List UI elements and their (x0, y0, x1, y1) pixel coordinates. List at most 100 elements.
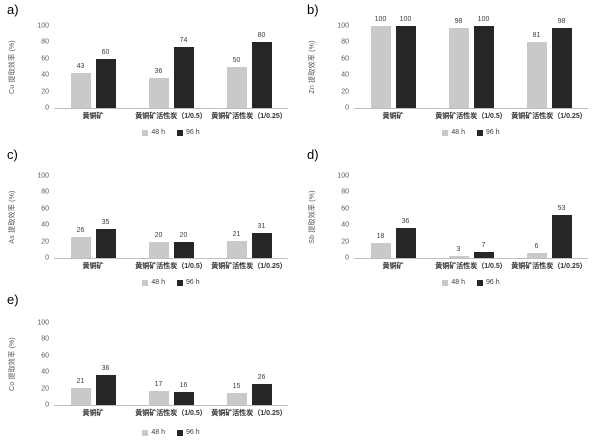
y-tick-label: 0 (345, 254, 349, 262)
panel-letter-b: b) (307, 2, 319, 17)
bar-group: 18 36 (354, 176, 432, 258)
x-axis-categories: 黄铜矿 黄铜矿活性炭（1/0.5） 黄铜矿活性炭（1/0.25） (54, 410, 288, 418)
bar-96h: 36 (395, 218, 416, 258)
x-axis-categories: 黄铜矿 黄铜矿活性炭（1/0.5） 黄铜矿活性炭（1/0.25） (354, 113, 588, 121)
legend-item: 48 h (442, 279, 465, 286)
y-tick-label: 40 (41, 71, 49, 79)
bar-value-label: 35 (101, 219, 110, 227)
bar-48h: 6 (526, 243, 547, 258)
y-tick-label: 40 (41, 221, 49, 229)
bar-value-label: 21 (232, 230, 241, 238)
legend-item: 48 h (442, 129, 465, 136)
bar-48h: 21 (70, 378, 91, 405)
bar-value-label: 31 (257, 222, 266, 230)
x-category-label: 黄铜矿活性炭（1/0.25） (511, 113, 587, 120)
x-category-label: 黄铜矿 (82, 263, 104, 270)
bar-value-label: 36 (401, 218, 410, 226)
panel-letter-a: a) (7, 2, 19, 17)
bar-48h: 36 (148, 68, 169, 108)
bar-group: 36 74 (132, 26, 210, 108)
bar-96h: 100 (395, 16, 416, 108)
y-tick-label: 20 (41, 385, 49, 393)
legend-label: 96 h (486, 129, 500, 137)
y-tick-label: 20 (341, 88, 349, 96)
y-tick-label: 80 (41, 335, 49, 343)
bar-48h: 98 (448, 18, 469, 108)
bar-value-label: 6 (534, 243, 539, 251)
y-tick-label: 40 (341, 221, 349, 229)
y-axis-label: Sb 提取效率 (%) (309, 190, 316, 244)
bar-48h: 26 (70, 227, 91, 258)
legend-swatch-icon (177, 429, 183, 436)
plot-area: Sb 提取效率 (%) 0 20 40 60 80 100 18 36 3 7 6 53 (309, 173, 588, 262)
legend: 48 h 96 h (54, 279, 288, 286)
panel-letter-e: e) (7, 292, 19, 307)
bar-value-label: 100 (477, 16, 490, 23)
y-tick-label: 20 (41, 88, 49, 96)
legend-label: 48 h (151, 429, 165, 437)
bar-96h: 7 (473, 242, 494, 258)
chart-body: Cu 提取效率 (%) 0 20 40 60 80 100 43 60 36 74 50 … (0, 17, 300, 136)
plot-area: Co 提取效率 (%) 0 20 40 60 80 100 21 36 17 16 15 … (9, 320, 288, 409)
legend-item: 96 h (177, 279, 200, 286)
legend-label: 96 h (186, 429, 200, 437)
bar-value-label: 74 (179, 37, 188, 45)
bar-48h: 50 (226, 57, 247, 108)
bar-group: 21 36 (54, 323, 132, 405)
bar-group: 81 98 (510, 18, 588, 108)
x-category-label: 黄铜矿活性炭（1/0.5） (135, 113, 207, 120)
bar-96h: 16 (173, 382, 194, 405)
legend-swatch-icon (142, 429, 149, 436)
legend-label: 48 h (451, 279, 465, 287)
bar-48h: 21 (226, 231, 247, 258)
bar-value-label: 50 (232, 57, 241, 64)
bar-96h: 98 (551, 18, 572, 108)
legend-item: 96 h (177, 429, 200, 436)
bar-group: 50 80 (210, 26, 288, 108)
plot-area: Zn 提取效率 (%) 0 20 40 60 80 100 100 100 98 100 … (309, 16, 588, 112)
legend-swatch-icon (442, 279, 449, 286)
y-tick-label: 0 (45, 254, 49, 262)
y-tick-label: 100 (337, 22, 349, 30)
x-category-label: 黄铜矿活性炭（1/0.25） (511, 263, 587, 270)
bar-value-label: 98 (454, 17, 463, 25)
x-category-label: 黄铜矿活性炭（1/0.5） (435, 263, 507, 270)
bar-value-label: 81 (532, 31, 541, 39)
x-axis-categories: 黄铜矿 黄铜矿活性炭（1/0.5） 黄铜矿活性炭（1/0.25） (54, 263, 288, 271)
bar-96h: 74 (173, 37, 194, 108)
bar-group: 17 16 (132, 323, 210, 405)
chart-b-zn-extraction: b) Zn 提取效率 (%) 0 20 40 60 80 100 100 100 98 1… (300, 0, 600, 145)
legend-item: 48 h (142, 129, 165, 136)
panel-letter-d: d) (307, 147, 319, 162)
y-tick-label: 100 (37, 172, 49, 180)
bar-96h: 31 (251, 223, 272, 258)
x-axis-categories: 黄铜矿 黄铜矿活性炭（1/0.5） 黄铜矿活性炭（1/0.25） (54, 113, 288, 121)
legend-label: 96 h (186, 279, 200, 287)
legend-label: 48 h (151, 279, 165, 287)
x-category-label: 黄铜矿 (382, 113, 404, 120)
bars: 26 35 20 20 21 31 (54, 176, 288, 258)
y-tick-label: 80 (341, 188, 349, 196)
y-tick-label: 60 (41, 55, 49, 63)
legend: 48 h 96 h (54, 129, 288, 136)
bar-value-label: 3 (456, 245, 461, 253)
bar-group: 3 7 (432, 176, 510, 258)
bar-value-label: 18 (376, 233, 385, 241)
legend-item: 48 h (142, 279, 165, 286)
bar-value-label: 98 (557, 17, 566, 25)
bar-group: 21 31 (210, 176, 288, 258)
bar-value-label: 80 (257, 32, 266, 40)
y-axis-label: Cu 提取效率 (%) (9, 40, 16, 94)
bar-group: 20 20 (132, 176, 210, 258)
x-category-label: 黄铜矿活性炭（1/0.25） (211, 263, 287, 270)
bar-48h: 3 (448, 246, 469, 258)
bar-value-label: 26 (76, 226, 85, 234)
legend: 48 h 96 h (354, 279, 588, 286)
bar-48h: 15 (226, 383, 247, 405)
chart-d-sb-extraction: d) Sb 提取效率 (%) 0 20 40 60 80 100 18 36 3 7 6 … (300, 145, 600, 290)
legend-item: 96 h (477, 279, 500, 286)
bar-value-label: 7 (481, 242, 486, 250)
y-tick-label: 20 (341, 238, 349, 246)
bar-48h: 18 (370, 233, 391, 258)
